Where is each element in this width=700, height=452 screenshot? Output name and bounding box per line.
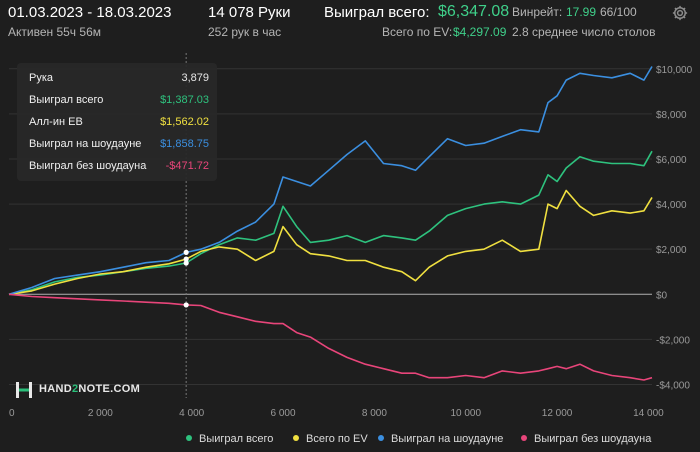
legend-dot [293, 435, 299, 441]
y-tick-label: -$2,000 [656, 335, 690, 346]
tooltip-label: Алл-ин EB [29, 116, 83, 128]
ev-total-value: $4,297.09 [453, 25, 507, 39]
tooltip-row-hand: Рука 3,879 [29, 72, 209, 92]
tooltip-label: Выиграл всего [29, 94, 104, 106]
hover-tooltip: Рука 3,879 Выиграл всего $1,387.03 Алл-и… [17, 63, 217, 181]
stats-header: 01.03.2023 - 18.03.2023 14 078 Руки Выиг… [0, 0, 700, 42]
legend-dot [378, 435, 384, 441]
x-tick-label: 0 [9, 408, 15, 419]
chart-legend: Выиграл всего Всего по EV Выиграл на шоу… [186, 433, 686, 451]
y-tick-label: $10,000 [656, 65, 693, 76]
tooltip-label: Выиграл на шоудауне [29, 138, 142, 150]
tooltip-value: $1,387.03 [160, 94, 209, 106]
date-range[interactable]: 01.03.2023 - 18.03.2023 [8, 4, 172, 21]
x-tick-label: 10 000 [450, 408, 481, 419]
tooltip-row-won-total: Выиграл всего $1,387.03 [29, 94, 209, 114]
tooltip-row-allin-ev: Алл-ин EB $1,562.02 [29, 116, 209, 136]
series-line-4[interactable] [8, 293, 653, 381]
avg-tables: 2.8 среднее число столов [512, 25, 656, 39]
hands-count: 14 078 Руки [208, 4, 291, 21]
tooltip-value: $1,562.02 [160, 116, 209, 128]
winrate-hands: 66/100 [600, 5, 637, 19]
legend-item-non-showdown[interactable]: Выиграл без шоудауна [521, 433, 651, 451]
x-tick-label: 4 000 [179, 408, 204, 419]
tooltip-value: $1,858.75 [160, 138, 209, 150]
y-tick-label: $4,000 [656, 200, 687, 211]
x-tick-label: 6 000 [271, 408, 296, 419]
won-total-value: $6,347.08 [438, 3, 510, 20]
logo-text: HAND2NOTE.COM [39, 383, 141, 395]
winrate-value: 17.99 [566, 5, 597, 19]
hand2note-logo: HAND2NOTE.COM [15, 380, 165, 400]
hover-point-2 [183, 256, 189, 262]
x-tick-label: 8 000 [362, 408, 387, 419]
legend-item-won-total[interactable]: Выиграл всего [186, 433, 273, 451]
gear-icon[interactable] [671, 4, 689, 22]
x-tick-label: 2 000 [88, 408, 113, 419]
hover-point-3 [183, 249, 189, 255]
hover-point-1 [183, 260, 189, 266]
tooltip-label: Рука [29, 72, 54, 84]
x-tick-label: 12 000 [542, 408, 573, 419]
active-time: Активен 55ч 56м [8, 25, 101, 39]
legend-item-ev-total[interactable]: Всего по EV [293, 433, 368, 451]
hand2note-logo-icon [16, 382, 32, 398]
tooltip-row-showdown: Выиграл на шоудауне $1,858.75 [29, 138, 209, 158]
tooltip-value: -$471.72 [165, 160, 209, 172]
series-line-1[interactable] [8, 150, 653, 296]
series-line-2[interactable] [8, 189, 653, 296]
x-tick-label: 14 000 [633, 408, 664, 419]
hands-per-hour: 252 рук в час [208, 25, 282, 39]
tooltip-label: Выиграл без шоудауна [29, 160, 147, 172]
y-tick-label: -$4,000 [656, 380, 690, 391]
y-tick-label: $6,000 [656, 155, 687, 166]
series-line-3[interactable] [8, 66, 653, 296]
legend-dot [186, 435, 192, 441]
won-total-label: Выиграл всего: [324, 4, 430, 21]
y-tick-label: $8,000 [656, 110, 687, 121]
y-tick-label: $2,000 [656, 245, 687, 256]
tooltip-row-non-showdown: Выиграл без шоудауна -$471.72 [29, 160, 209, 180]
legend-dot [521, 435, 527, 441]
winrate-label: Винрейт: [512, 5, 563, 19]
legend-item-showdown[interactable]: Выиграл на шоудауне [378, 433, 503, 451]
y-tick-label: $0 [656, 290, 668, 301]
hover-point-4 [183, 302, 189, 308]
tooltip-value: 3,879 [181, 72, 209, 84]
ev-total-label: Всего по EV: [382, 25, 453, 39]
